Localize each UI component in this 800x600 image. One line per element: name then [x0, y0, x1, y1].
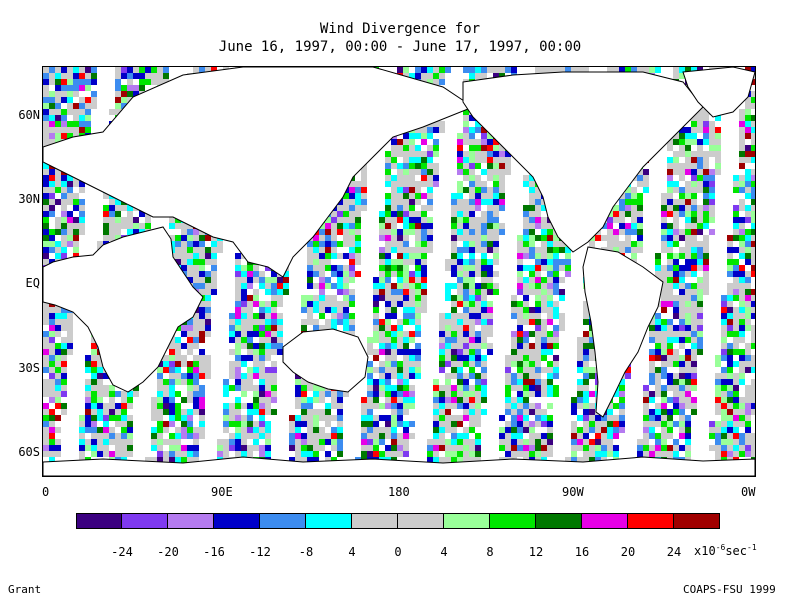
colorbar-swatch	[443, 513, 490, 529]
colorbar-swatch	[489, 513, 536, 529]
continent-africa	[43, 226, 204, 393]
map-title-line2: June 16, 1997, 00:00 - June 17, 1997, 00…	[218, 39, 582, 55]
lon-label-180: 180	[388, 485, 410, 499]
lon-label-90e: 90E	[211, 485, 233, 499]
lat-label-eq: EQ	[25, 276, 40, 290]
units-suffix: sec	[725, 544, 748, 558]
lat-label-60n: 60N	[18, 108, 40, 122]
lat-label-30s: 30S	[18, 361, 40, 375]
units-suffix-exponent: -1	[747, 543, 757, 552]
colorbar-tick-label: -8	[298, 545, 314, 559]
colorbar-swatch	[351, 513, 398, 529]
continent-antarctica	[43, 456, 755, 476]
divergence-map	[42, 66, 756, 477]
lon-label-0: 0	[42, 485, 50, 499]
colorbar-tick-label: -12	[249, 545, 271, 559]
lat-label-30n: 30N	[18, 192, 40, 206]
colorbar-tick-label: 4	[440, 545, 448, 559]
colorbar-swatch	[121, 513, 168, 529]
colorbar-swatch	[76, 513, 122, 529]
colorbar-tick-label: 12	[528, 545, 544, 559]
lat-label-60s: 60S	[18, 445, 40, 459]
colorbar-tick-label: 16	[574, 545, 590, 559]
colorbar-swatch	[213, 513, 260, 529]
continents	[43, 67, 755, 476]
colorbar-swatch	[627, 513, 674, 529]
colorbar-tick-label: 24	[666, 545, 682, 559]
colorbar-swatch	[397, 513, 444, 529]
map-title-line1: Wind Divergence for	[319, 21, 481, 37]
units-prefix: x10	[694, 544, 716, 558]
map-canvas	[43, 67, 755, 476]
colorbar-swatch	[581, 513, 628, 529]
colorbar-tick-label: 0	[394, 545, 402, 559]
institution-credit: COAPS-FSU 1999	[683, 583, 776, 596]
colorbar-tick-label: 20	[620, 545, 636, 559]
lon-label-90w: 90W	[562, 485, 584, 499]
colorbar-units: x10-6sec-1	[694, 541, 757, 558]
lon-label-0w: 0W	[741, 485, 756, 499]
colorbar-tick-label: 4	[348, 545, 356, 559]
continent-greenland	[682, 67, 755, 118]
continent-south-america	[582, 246, 664, 418]
colorbar-swatch	[259, 513, 306, 529]
continent-australia	[282, 328, 369, 393]
colorbar-tick-label: -24	[111, 545, 133, 559]
colorbar-swatch	[535, 513, 582, 529]
colorbar-tick-label: -20	[157, 545, 179, 559]
colorbar-tick-label: -16	[203, 545, 225, 559]
colorbar-tick-label: 8	[486, 545, 494, 559]
author-credit: Grant	[8, 583, 42, 596]
continent-north-america	[462, 71, 704, 253]
continent-eurasia	[43, 67, 475, 278]
units-exponent: -6	[715, 543, 726, 552]
colorbar-swatch	[305, 513, 352, 529]
colorbar-swatch	[673, 513, 720, 529]
colorbar-swatch	[167, 513, 214, 529]
